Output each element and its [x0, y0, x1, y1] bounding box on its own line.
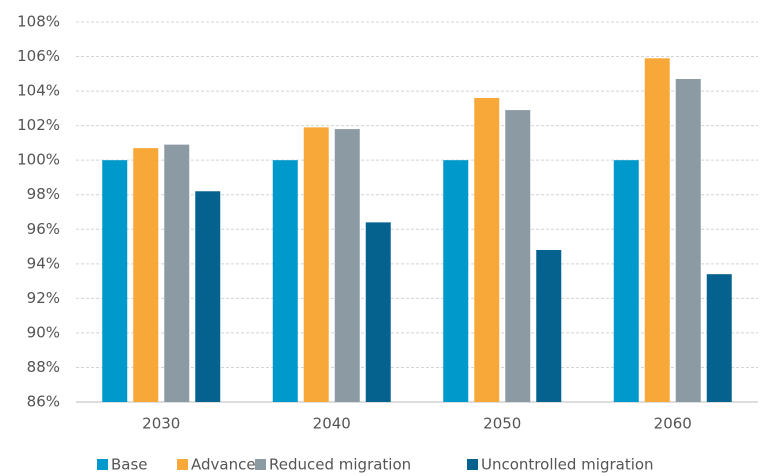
x-tick-label: 2060 — [654, 415, 692, 433]
y-tick-label: 108% — [17, 13, 60, 31]
y-tick-label: 100% — [17, 151, 60, 169]
bar — [303, 127, 329, 402]
y-tick-label: 98% — [27, 185, 60, 203]
bar — [443, 160, 469, 402]
legend-label: Advance — [191, 456, 256, 474]
bar — [505, 110, 531, 402]
legend-swatch — [255, 459, 266, 470]
bar — [133, 148, 159, 402]
y-tick-label: 92% — [27, 289, 60, 307]
bar — [164, 144, 190, 403]
y-tick-label: 88% — [27, 358, 60, 376]
y-tick-label: 90% — [27, 323, 60, 341]
legend-label: Reduced migration — [269, 456, 411, 474]
legend-swatch — [97, 459, 108, 470]
bar — [195, 191, 221, 402]
y-tick-label: 102% — [17, 116, 60, 134]
bar — [272, 160, 298, 402]
x-tick-label: 2050 — [483, 415, 521, 433]
legend-swatch — [177, 459, 188, 470]
y-tick-label: 106% — [17, 47, 60, 65]
y-tick-label: 86% — [27, 393, 60, 411]
bar — [536, 250, 562, 402]
y-tick-label: 104% — [17, 82, 60, 100]
bar — [675, 79, 701, 402]
legend-label: Base — [111, 456, 148, 474]
legend-swatch — [467, 459, 478, 470]
bar — [365, 222, 391, 402]
bar — [102, 160, 128, 402]
x-tick-label: 2040 — [313, 415, 351, 433]
legend-label: Uncontrolled migration — [481, 456, 654, 474]
bar — [474, 98, 500, 402]
bar — [706, 274, 732, 402]
bar — [613, 160, 639, 402]
y-tick-label: 94% — [27, 254, 60, 272]
bar — [334, 129, 360, 402]
bar — [644, 58, 670, 402]
x-tick-label: 2030 — [142, 415, 180, 433]
y-tick-label: 96% — [27, 220, 60, 238]
